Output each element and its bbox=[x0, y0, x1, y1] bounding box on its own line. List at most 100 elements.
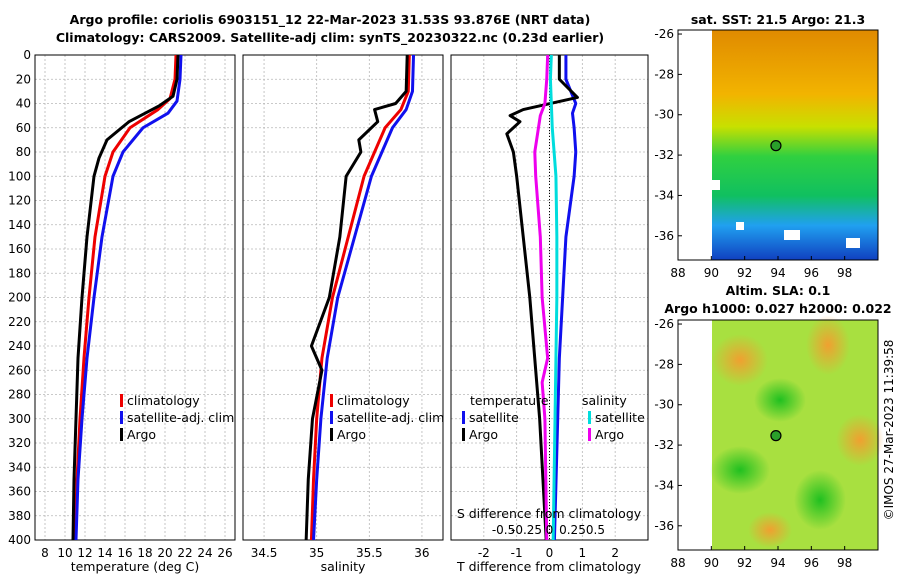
x-tick-label: 20 bbox=[157, 546, 172, 560]
sla-warm-eddy bbox=[712, 334, 768, 386]
argo-location-marker bbox=[770, 430, 782, 442]
x-tick-label: 34.5 bbox=[251, 546, 278, 560]
figure-title-line-2: Climatology: CARS2009. Satellite-adj cli… bbox=[56, 30, 604, 46]
salinity-panel: 34.5 35 35.5 36 salinity climatology satellite… bbox=[242, 54, 444, 574]
y-tick-label: 280 bbox=[8, 388, 31, 402]
legend-label: climatology bbox=[337, 393, 410, 408]
temperature-argo-diff-line bbox=[505, 55, 579, 541]
x-tick-label: 0 bbox=[546, 546, 554, 560]
x-axis-label: salinity bbox=[321, 559, 366, 574]
sla-cool-eddy bbox=[710, 446, 770, 494]
temperature-panel: 0 20 40 60 80 100 120 140 160 180 200 220 240 260 280 3… bbox=[8, 48, 236, 574]
sla-map-title-line-1: Altim. SLA: 0.1 bbox=[726, 283, 831, 298]
y-tick-label: 220 bbox=[8, 315, 31, 329]
argo-line bbox=[71, 54, 180, 541]
x-tick-label: 12 bbox=[77, 546, 92, 560]
y-tick-label: 140 bbox=[8, 218, 31, 232]
legend-swatch bbox=[120, 411, 123, 424]
y-tick-label: 120 bbox=[8, 194, 31, 208]
legend-label: satellite bbox=[595, 410, 645, 425]
legend-swatch bbox=[120, 394, 123, 407]
y-tick-label: 0 bbox=[23, 48, 31, 62]
x-tick-label: -1 bbox=[511, 546, 523, 560]
x-tick-label: 22 bbox=[177, 546, 192, 560]
legend-label: satellite-adj. clim bbox=[127, 410, 234, 425]
y-tick-label: 260 bbox=[8, 363, 31, 377]
sla-cool-eddy bbox=[754, 378, 806, 422]
difference-panel: -2 -1 0 1 2T difference from climatology S di… bbox=[450, 54, 649, 574]
axes-frame bbox=[34, 54, 236, 541]
map-x-tick-label: 90 bbox=[704, 556, 719, 570]
map-x-tick-label: 98 bbox=[837, 556, 852, 570]
y-tick-label: 180 bbox=[8, 266, 31, 280]
map-y-tick-label: -26 bbox=[654, 317, 674, 331]
legend-label: Argo bbox=[337, 427, 366, 442]
y-tick-label: 380 bbox=[8, 509, 31, 523]
y-tick-label: 80 bbox=[16, 145, 31, 159]
x-tick-label: 16 bbox=[117, 546, 132, 560]
map-x-tick-label: 90 bbox=[704, 266, 719, 280]
x-tick-label: 10 bbox=[57, 546, 72, 560]
sst-map-title: sat. SST: 21.5 Argo: 21.3 bbox=[691, 12, 865, 27]
x-axis-label: temperature (deg C) bbox=[71, 559, 200, 574]
sst-missing-patch bbox=[784, 230, 800, 240]
legend-title-temperature: temperature bbox=[470, 393, 549, 408]
x-tick-label: 26 bbox=[217, 546, 232, 560]
legend-label: satellite-adj. clim bbox=[337, 410, 444, 425]
map-y-tick-label: -36 bbox=[654, 519, 674, 533]
map-y-tick-label: -30 bbox=[654, 108, 674, 122]
salinity-argo-diff-line bbox=[533, 54, 550, 541]
climatology-line bbox=[309, 54, 411, 541]
y-tick-label: 20 bbox=[16, 72, 31, 86]
argo-location-marker bbox=[770, 140, 782, 152]
sla-cool-eddy bbox=[794, 470, 846, 530]
y-tick-label: 300 bbox=[8, 412, 31, 426]
y-tick-label: 340 bbox=[8, 460, 31, 474]
legend-label: Argo bbox=[469, 427, 498, 442]
map-y-tick-label: -26 bbox=[654, 27, 674, 41]
y-tick-label: 40 bbox=[16, 97, 31, 111]
legend-swatch bbox=[120, 428, 123, 441]
figure-title-line-1: Argo profile: coriolis 6903151_12 22-Mar… bbox=[70, 12, 591, 28]
s-axis-label: S difference from climatology bbox=[457, 506, 642, 521]
argo-line bbox=[304, 54, 409, 541]
map-y-tick-label: -28 bbox=[654, 357, 674, 371]
map-y-tick-label: -28 bbox=[654, 67, 674, 81]
timestamp-label: ©IMOS 27-Mar-2023 11:39:58 bbox=[882, 340, 896, 521]
y-tick-label: 240 bbox=[8, 339, 31, 353]
legend-swatch bbox=[330, 411, 333, 424]
legend-swatch bbox=[462, 411, 465, 424]
sst-map: 88 90 92 94 96 98 -26 -28 -30 -32 -34 -36 bbox=[654, 27, 879, 280]
x-tick-label: 8 bbox=[41, 546, 49, 560]
x-tick-label: 2 bbox=[611, 546, 619, 560]
legend-swatch bbox=[588, 411, 591, 424]
sst-field bbox=[712, 30, 878, 260]
x-tick-label: 35 bbox=[309, 546, 324, 560]
legend-label: climatology bbox=[127, 393, 200, 408]
map-x-tick-label: 98 bbox=[837, 266, 852, 280]
satellite-clim-line bbox=[74, 54, 183, 541]
sst-missing-patch bbox=[736, 222, 744, 230]
y-tick-label: 320 bbox=[8, 436, 31, 450]
map-x-tick-label: 92 bbox=[737, 266, 752, 280]
legend-label: Argo bbox=[595, 427, 624, 442]
x-tick-label: -2 bbox=[478, 546, 490, 560]
x-tick-label: 18 bbox=[137, 546, 152, 560]
y-tick-label: 60 bbox=[16, 121, 31, 135]
x-tick-label: 1 bbox=[579, 546, 587, 560]
map-x-tick-label: 96 bbox=[804, 266, 819, 280]
sst-missing-patch bbox=[846, 238, 860, 248]
map-y-tick-label: -30 bbox=[654, 398, 674, 412]
y-tick-label: 400 bbox=[8, 533, 31, 547]
sla-map-title-line-2: Argo h1000: 0.027 h2000: 0.022 bbox=[664, 301, 891, 316]
sla-warm-eddy bbox=[748, 512, 792, 548]
temperature-satellite-diff-line bbox=[552, 55, 578, 541]
map-x-tick-label: 92 bbox=[737, 556, 752, 570]
map-y-tick-label: -32 bbox=[654, 438, 674, 452]
map-y-tick-label: -32 bbox=[654, 148, 674, 162]
legend-swatch bbox=[588, 428, 591, 441]
legend-label: satellite bbox=[469, 410, 519, 425]
sla-map: 88 90 92 94 96 98 -26 -28 -30 -32 -34 -36 bbox=[654, 315, 884, 570]
legend-label: Argo bbox=[127, 427, 156, 442]
y-tick-label: 200 bbox=[8, 291, 31, 305]
